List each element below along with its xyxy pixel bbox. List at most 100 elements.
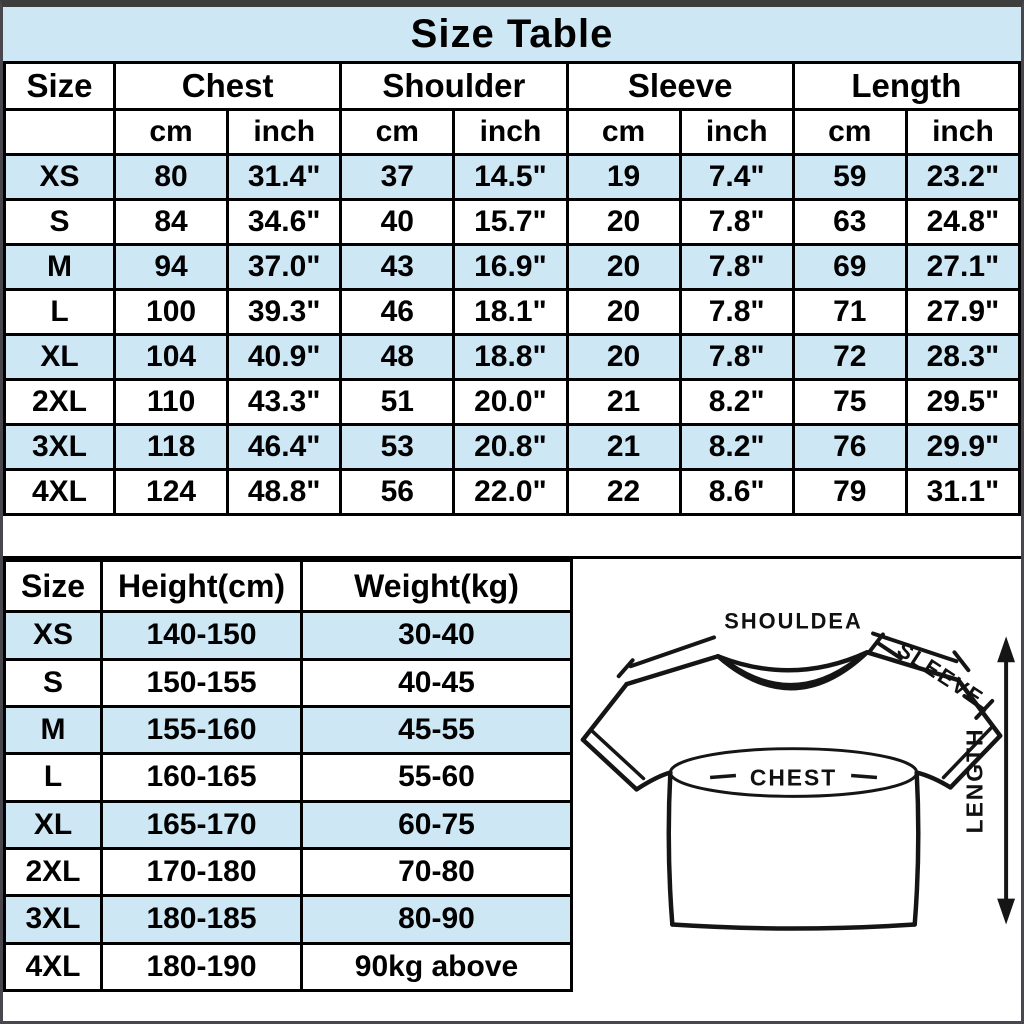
sleeve-measure-lines <box>867 632 995 720</box>
cell: 14.5" <box>452 153 569 201</box>
cell: 69 <box>791 243 908 291</box>
cell: 23.2" <box>904 153 1021 201</box>
cell: 45-55 <box>300 704 573 756</box>
cell: 4XL <box>3 468 116 516</box>
table-row: XL 165-170 60-75 <box>3 799 573 850</box>
col-shoulder: Shoulder <box>339 61 569 111</box>
cell: 48 <box>339 333 456 381</box>
cell: 180-190 <box>100 941 303 993</box>
cell: 43.3" <box>226 378 343 426</box>
cell: L <box>3 752 103 803</box>
unit-header-row: cm inch cm inch cm inch cm inch <box>3 108 1021 156</box>
cell: M <box>3 704 103 756</box>
cell: 110 <box>112 378 230 426</box>
cell: 94 <box>112 243 230 291</box>
unit-label: cm <box>791 108 908 156</box>
table-row: 3XL 118 46.4" 53 20.8" 21 8.2" 76 29.9" <box>3 423 1021 471</box>
sleeve-label: SLEEVE <box>893 637 989 711</box>
cell: 84 <box>112 198 230 246</box>
cell: 8.2" <box>678 378 795 426</box>
cell: 15.7" <box>452 198 569 246</box>
unit-label: inch <box>678 108 795 156</box>
cell: 40.9" <box>226 333 343 381</box>
cell: 18.1" <box>452 288 569 336</box>
cell: 51 <box>339 378 456 426</box>
cell: 71 <box>791 288 908 336</box>
cell: 28.3" <box>904 333 1021 381</box>
cell: 100 <box>112 288 230 336</box>
cell: 63 <box>791 198 908 246</box>
chest-label: CHEST <box>750 764 837 790</box>
cell: 22.0" <box>452 468 569 516</box>
cell: 20.0" <box>452 378 569 426</box>
cell: 39.3" <box>226 288 343 336</box>
bottom-section: Size Height(cm) Weight(kg) XS 140-150 30-4… <box>3 556 1021 993</box>
cell: 30-40 <box>300 610 573 661</box>
chest-label-dashes <box>709 773 878 780</box>
cell: 27.1" <box>904 243 1021 291</box>
cell: 55-60 <box>300 752 573 803</box>
unit-label: inch <box>226 108 343 156</box>
fit-header-row: Size Height(cm) Weight(kg) <box>3 558 573 614</box>
cell: 180-185 <box>100 894 303 945</box>
cell: 118 <box>112 423 230 471</box>
cell: 46 <box>339 288 456 336</box>
cell: 34.6" <box>226 198 343 246</box>
unit-label: inch <box>452 108 569 156</box>
cell: XL <box>3 333 116 381</box>
col-length: Length <box>791 61 1021 111</box>
cell: 18.8" <box>452 333 569 381</box>
cell: XL <box>3 799 103 850</box>
cell: 8.6" <box>678 468 795 516</box>
unit-label: cm <box>339 108 456 156</box>
shoulder-measure-lines <box>616 631 971 679</box>
shoulder-label: SHOULDEA <box>724 608 862 633</box>
length-arrow <box>997 636 1016 925</box>
col-sleeve: Sleeve <box>565 61 795 111</box>
cell: 80-90 <box>300 894 573 945</box>
cell: 160-165 <box>100 752 303 803</box>
cell: 20 <box>565 243 682 291</box>
table-row: 2XL 110 43.3" 51 20.0" 21 8.2" 75 29.5" <box>3 378 1021 426</box>
unit-label: inch <box>904 108 1021 156</box>
spacer <box>3 516 1021 556</box>
measurement-table: Size Chest Shoulder Sleeve Length cm inc… <box>3 61 1021 516</box>
table-row: 4XL 180-190 90kg above <box>3 941 573 993</box>
col-height: Height(cm) <box>100 558 303 614</box>
cell: 29.5" <box>904 378 1021 426</box>
cell: 104 <box>112 333 230 381</box>
cell: 80 <box>112 153 230 201</box>
cell: S <box>3 657 103 708</box>
cell: 22 <box>565 468 682 516</box>
cell: 37 <box>339 153 456 201</box>
cell: 53 <box>339 423 456 471</box>
cell: 3XL <box>3 894 103 945</box>
table-row: 4XL 124 48.8" 56 22.0" 22 8.6" 79 31.1" <box>3 468 1021 516</box>
cell: 31.1" <box>904 468 1021 516</box>
cell: 43 <box>339 243 456 291</box>
cell: 7.8" <box>678 243 795 291</box>
cell: 20 <box>565 288 682 336</box>
cell: 31.4" <box>226 153 343 201</box>
table-row: XS 80 31.4" 37 14.5" 19 7.4" 59 23.2" <box>3 153 1021 201</box>
cell: 155-160 <box>100 704 303 756</box>
cell: 46.4" <box>226 423 343 471</box>
cell: 27.9" <box>904 288 1021 336</box>
cell: 124 <box>112 468 230 516</box>
cell: 70-80 <box>300 846 573 898</box>
cell: 72 <box>791 333 908 381</box>
cell: 29.9" <box>904 423 1021 471</box>
cell: 24.8" <box>904 198 1021 246</box>
cell: 40 <box>339 198 456 246</box>
cell: 2XL <box>3 378 116 426</box>
cell: 60-75 <box>300 799 573 850</box>
unit-label: cm <box>565 108 682 156</box>
cell: 170-180 <box>100 846 303 898</box>
cell: 7.8" <box>678 288 795 336</box>
table-row: M 94 37.0" 43 16.9" 20 7.8" 69 27.1" <box>3 243 1021 291</box>
cell: S <box>3 198 116 246</box>
cell: 19 <box>565 153 682 201</box>
unit-blank <box>3 108 116 156</box>
cell: 7.8" <box>678 333 795 381</box>
